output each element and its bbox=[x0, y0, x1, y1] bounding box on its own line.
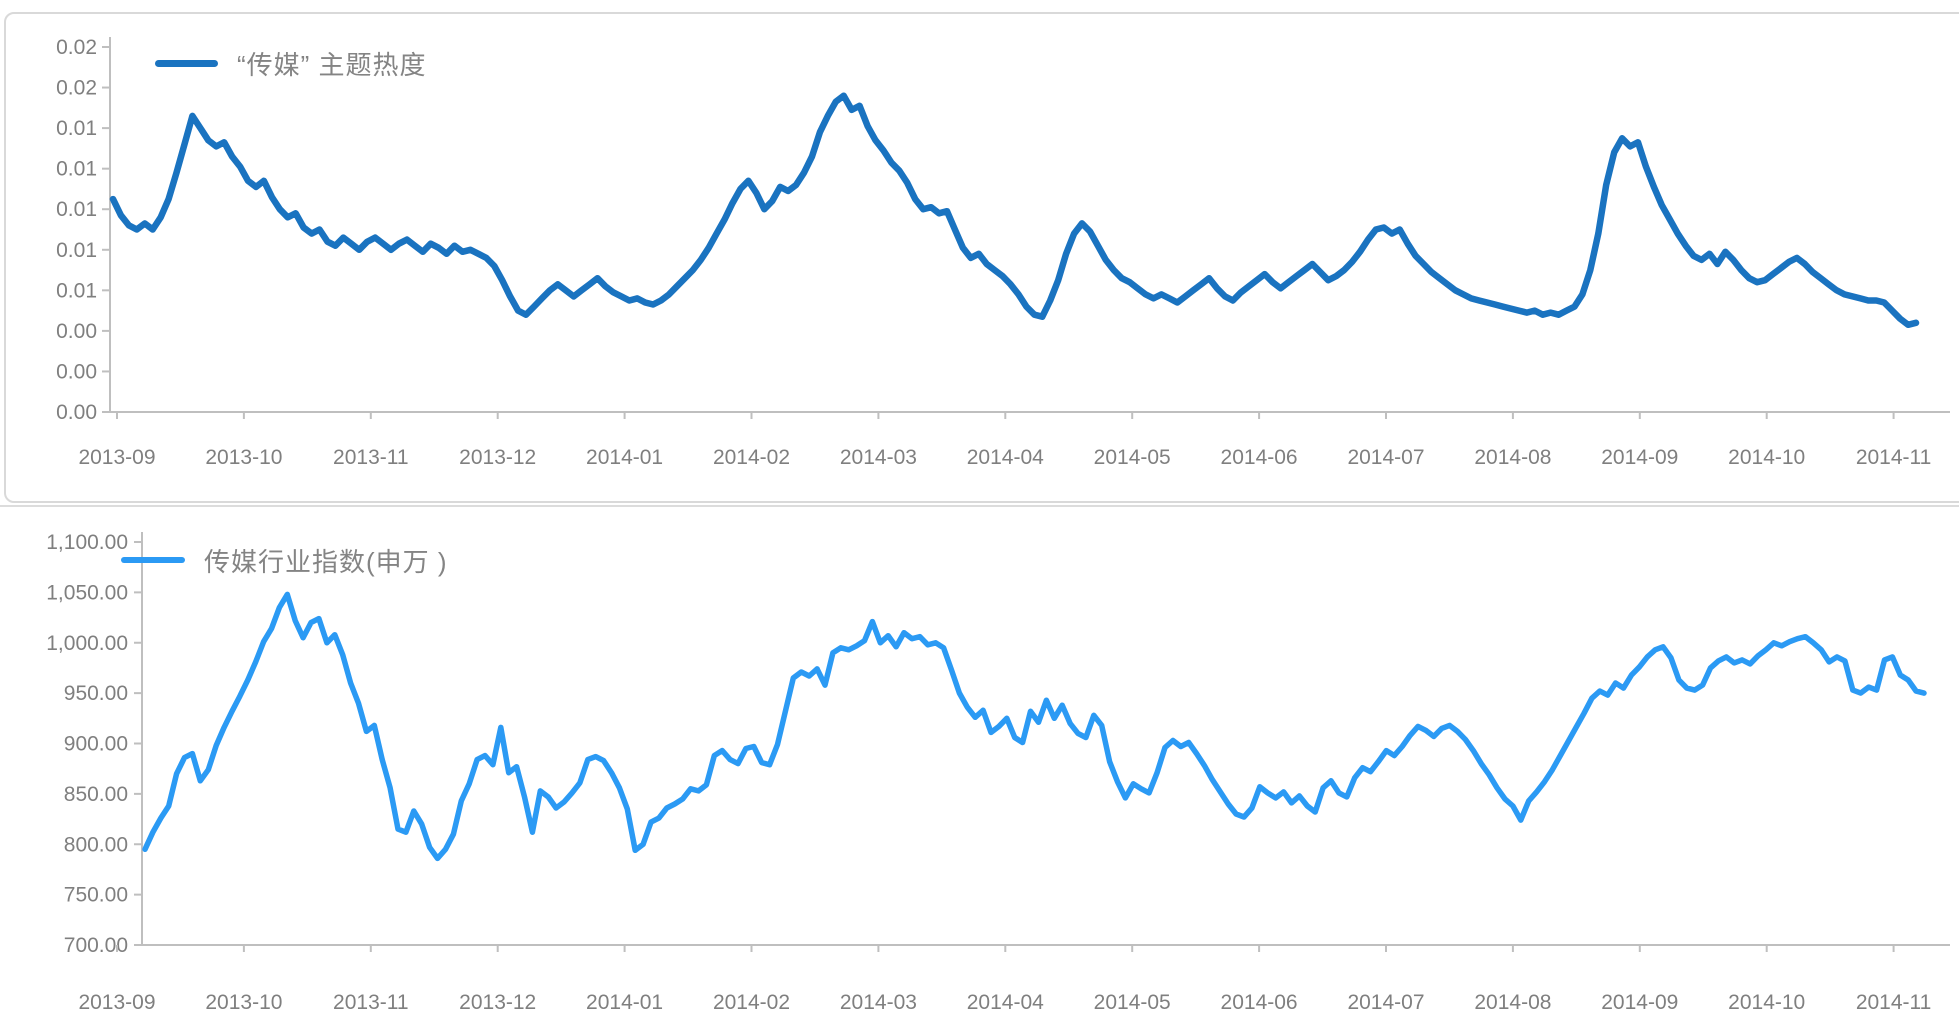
y-axis-tick-label: 0.00 bbox=[56, 320, 97, 343]
y-axis-tick-label: 1,050.00 bbox=[46, 581, 128, 604]
x-axis-tick-label: 2014-06 bbox=[1221, 991, 1298, 1014]
y-axis-tick-label: 0.01 bbox=[56, 239, 97, 262]
theme-heat-legend-label: “传媒” 主题热度 bbox=[237, 49, 427, 80]
x-axis-tick-label: 2014-03 bbox=[840, 991, 917, 1014]
x-axis-tick-label: 2013-09 bbox=[78, 446, 155, 469]
x-axis-tick-label: 2013-10 bbox=[205, 991, 282, 1014]
y-axis-tick-label: 0.01 bbox=[56, 117, 97, 140]
x-axis-tick-label: 2014-02 bbox=[713, 991, 790, 1014]
y-axis-tick-label: 1,000.00 bbox=[46, 632, 128, 655]
y-axis-tick-label: 900.00 bbox=[64, 733, 128, 756]
x-axis-tick-label: 2014-05 bbox=[1094, 991, 1171, 1014]
x-axis-tick-label: 2014-04 bbox=[967, 991, 1044, 1014]
media-index-legend: 传媒行业指数(申万 ) bbox=[121, 546, 448, 577]
x-axis-tick-label: 2014-10 bbox=[1728, 991, 1805, 1014]
x-axis-tick-label: 2014-03 bbox=[840, 446, 917, 469]
x-axis-tick-label: 2014-10 bbox=[1728, 446, 1805, 469]
x-axis-tick-label: 2014-01 bbox=[586, 446, 663, 469]
chart-card-divider bbox=[0, 505, 1959, 507]
y-axis-tick-label: 0.00 bbox=[56, 401, 97, 424]
x-axis-tick-label: 2014-01 bbox=[586, 991, 663, 1014]
series-line bbox=[142, 591, 1927, 862]
x-axis-tick-label: 2013-10 bbox=[205, 446, 282, 469]
theme-heat-legend-line-icon bbox=[155, 59, 218, 67]
media-index-legend-line-icon bbox=[121, 557, 185, 563]
x-axis-tick-label: 2013-12 bbox=[459, 446, 536, 469]
y-axis-tick-label: 850.00 bbox=[64, 783, 128, 806]
y-axis-tick-label: 0.01 bbox=[56, 198, 97, 221]
x-axis-tick-label: 2014-08 bbox=[1474, 446, 1551, 469]
x-axis-tick-label: 2014-08 bbox=[1474, 991, 1551, 1014]
media-index-legend-label: 传媒行业指数(申万 ) bbox=[204, 546, 448, 577]
x-axis-tick-label: 2013-11 bbox=[333, 991, 409, 1014]
y-axis-tick-label: 1,100.00 bbox=[46, 531, 128, 554]
x-axis-tick-label: 2014-11 bbox=[1856, 991, 1932, 1014]
y-axis-tick-label: 700.00 bbox=[64, 934, 128, 957]
series-line bbox=[109, 92, 1920, 329]
theme-heat-legend: “传媒” 主题热度 bbox=[155, 50, 427, 80]
y-axis-tick-label: 950.00 bbox=[64, 682, 128, 705]
x-axis-tick-label: 2013-09 bbox=[78, 991, 155, 1014]
y-axis-tick-label: 800.00 bbox=[64, 833, 128, 856]
x-axis-tick-label: 2014-02 bbox=[713, 446, 790, 469]
x-axis-tick-label: 2014-07 bbox=[1347, 991, 1424, 1014]
y-axis-tick-label: 750.00 bbox=[64, 884, 128, 907]
x-axis-tick-label: 2014-11 bbox=[1856, 446, 1932, 469]
y-axis-tick-label: 0.02 bbox=[56, 36, 97, 59]
x-axis-tick-label: 2014-04 bbox=[967, 446, 1044, 469]
y-axis-tick-label: 0.01 bbox=[56, 158, 97, 181]
x-axis-tick-label: 2013-11 bbox=[333, 446, 409, 469]
x-axis-tick-label: 2013-12 bbox=[459, 991, 536, 1014]
x-axis-tick-label: 2014-05 bbox=[1094, 446, 1171, 469]
y-axis-tick-label: 0.02 bbox=[56, 77, 97, 100]
x-axis-tick-label: 2014-09 bbox=[1601, 991, 1678, 1014]
x-axis-tick-label: 2014-06 bbox=[1221, 446, 1298, 469]
y-axis-tick-label: 0.01 bbox=[56, 279, 97, 302]
x-axis-tick-label: 2014-07 bbox=[1347, 446, 1424, 469]
x-axis-tick-label: 2014-09 bbox=[1601, 446, 1678, 469]
y-axis-tick-label: 0.00 bbox=[56, 360, 97, 383]
